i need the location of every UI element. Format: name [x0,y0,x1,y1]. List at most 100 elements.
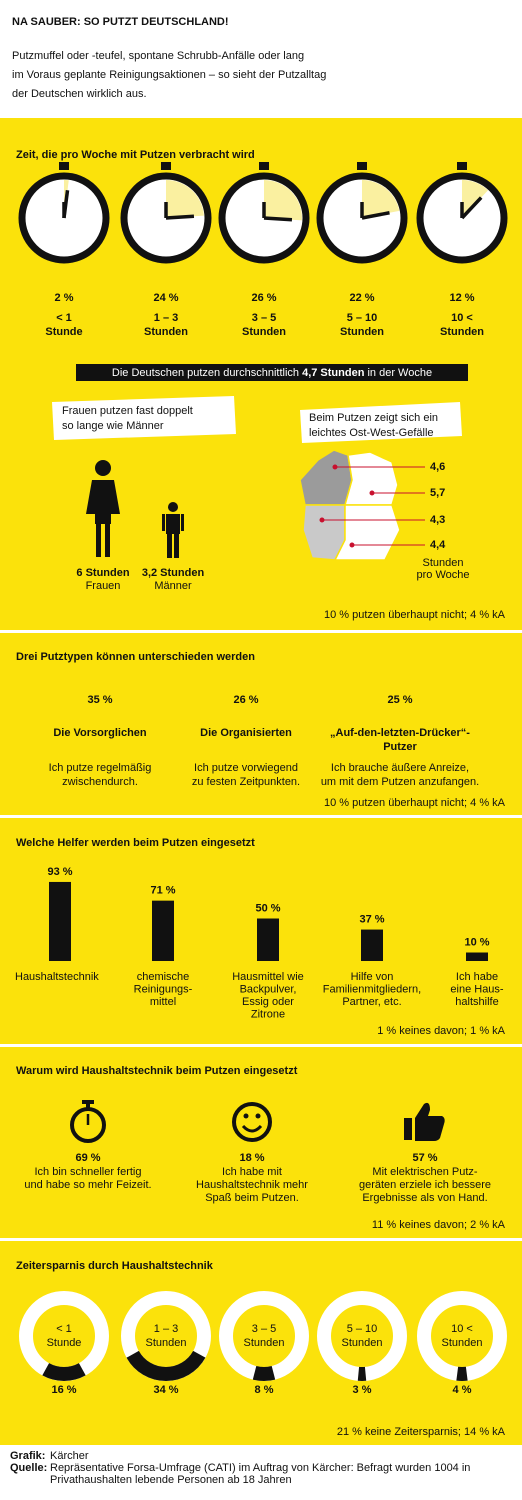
note: leichtes Ost-West-Gefälle [309,427,434,439]
percent-label: 22 % [349,292,374,304]
type-name: „Auf-den-letzten-Drücker“- [330,727,470,739]
ring-label: Stunde [47,1337,82,1349]
ring-label: < 1 [56,1323,72,1335]
average-before: Die Deutschen putzen durchschnittlich [112,367,302,379]
reason-text: geräten erziele ich bessere [359,1179,491,1191]
clock-label: Stunden [440,326,484,338]
average-highlight: 4,7 Stunden [302,367,365,379]
percent-label: 3 % [353,1384,372,1396]
clock-knob [259,162,269,170]
clock-label: Stunde [45,326,82,338]
footer-text: Repräsentative Forsa-Umfrage (CATI) im A… [50,1462,470,1474]
stopwatch-icon [70,1100,106,1143]
bar-category: Essig oder [242,996,294,1008]
ring-label: Stunden [442,1337,483,1349]
note: Frauen putzen fast doppelt [62,405,193,417]
clock-knob [457,162,467,170]
subtitle: Putzmuffel oder -teufel, spontane Schrub… [12,50,304,62]
average-band [76,364,468,381]
percent-label: 4 % [453,1384,472,1396]
bar [152,900,174,961]
reason-text: Ich bin schneller fertig [35,1166,142,1178]
ring-label: Stunden [342,1337,383,1349]
clock-label: 1 – 3 [154,312,178,324]
smiley-icon [232,1102,272,1142]
footer-label: Grafik: [10,1450,45,1462]
ring-label: 10 < [451,1323,473,1335]
title: NA SAUBER: SO PUTZT DEUTSCHLAND! [12,16,229,28]
note-box [52,396,236,440]
bar [257,918,279,961]
bar-category: Hilfe von [351,971,394,983]
note: so lange wie Männer [62,420,164,432]
percent-label: 26 % [251,292,276,304]
man-figure [162,502,184,558]
section-title: Welche Helfer werden beim Putzen eingese… [16,837,255,849]
type-text: Ich putze vorwiegend [194,762,298,774]
clock-hand [460,196,483,220]
bar-category: Hausmittel wie [232,971,304,983]
footer-label: Quelle: [10,1462,47,1474]
big-percent: 35 % [87,694,112,706]
type-text: Ich putze regelmäßig [49,762,152,774]
footnote: 21 % keine Zeitersparnis; 14 % kA [337,1426,506,1438]
header-bg [0,0,522,118]
clock-knob [59,162,69,170]
percent-label: 12 % [449,292,474,304]
separators [0,630,522,1241]
bar-category: eine Haus- [450,983,504,995]
bar-category: Ich habe [456,971,498,983]
bar-category: Partner, etc. [342,996,401,1008]
bar-label: 71 % [150,885,175,897]
label: Frauen [86,580,121,592]
ring-segment [252,1365,276,1381]
percent-label: 57 % [412,1152,437,1164]
footnote: 10 % putzen überhaupt nicht; 4 % kA [324,797,506,809]
clock-hand [361,211,390,220]
clock-label: 5 – 10 [347,312,378,324]
ring-label: 1 – 3 [154,1323,178,1335]
big-percent: 26 % [233,694,258,706]
ring-label: 3 – 5 [252,1323,276,1335]
section-title: Warum wird Haushaltstechnik beim Putzen … [16,1065,298,1077]
footnote: 11 % keines davon; 2 % kA [372,1219,506,1231]
reason-text: Ergebnisse als von Hand. [362,1192,487,1204]
bar-category: Backpulver, [240,983,297,995]
type-name: Putzer [383,741,417,753]
clock-label: Stunden [144,326,188,338]
clock-wedge [362,180,400,218]
clock-label: 10 < [451,312,473,324]
clock-wedge [264,180,303,221]
clock-label: 3 – 5 [252,312,276,324]
footnote: 1 % keines davon; 1 % kA [377,1025,505,1037]
bar-category: haltshilfe [455,996,498,1008]
type-text: Ich brauche äußere Anreize, [331,762,469,774]
bar-label: 10 % [464,936,489,948]
clock-label: Stunden [340,326,384,338]
note-box [300,402,462,443]
clock-knob [161,162,171,170]
region-value: 4,6 [430,461,445,473]
region-value: 4,3 [430,514,445,526]
ring-label: 5 – 10 [347,1323,378,1335]
type-text: zwischendurch. [62,776,138,788]
subtitle: im Voraus geplante Reinigungsaktionen – … [12,69,326,81]
clock-label: < 1 [56,312,72,324]
reason-text: Ich habe mit [222,1166,282,1178]
clock-label: Stunden [242,326,286,338]
footer-bg [0,1445,522,1500]
percent-label: 34 % [153,1384,178,1396]
bar-category: chemische [137,971,190,983]
clock-hand [263,216,293,222]
average-text: Die Deutschen putzen durchschnittlich 4,… [112,367,432,379]
type-name: Die Organisierten [200,727,292,739]
clock-wedge [462,180,489,218]
region-value: 4,4 [430,539,446,551]
clock-wedge [166,180,204,218]
ring-label: Stunden [146,1337,187,1349]
ring-segment [42,1362,86,1381]
bar [361,929,383,961]
clock-knob [357,162,367,170]
percent-label: 24 % [153,292,178,304]
